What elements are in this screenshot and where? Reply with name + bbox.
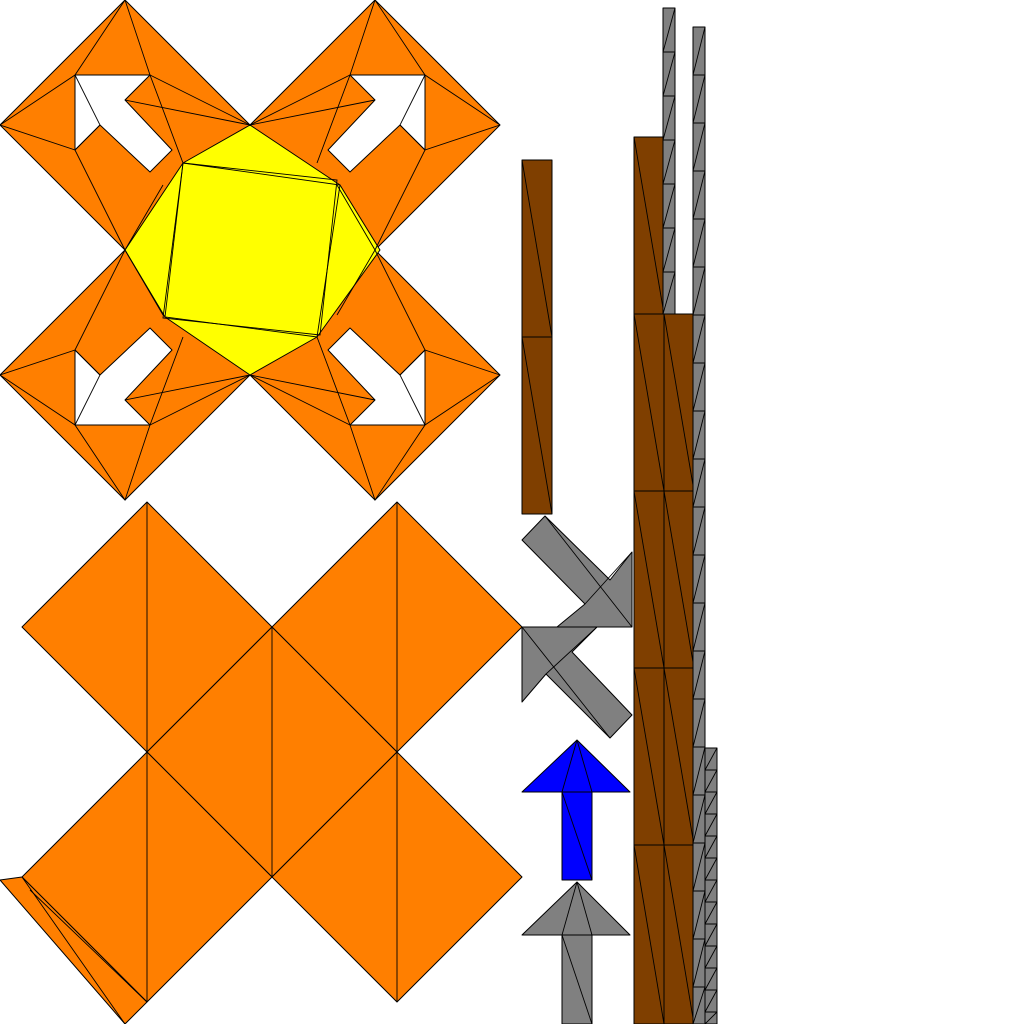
strip-diagonal xyxy=(704,945,718,969)
strip-diagonal xyxy=(704,901,718,925)
strip-diagonal xyxy=(704,769,718,793)
blank-x-panel xyxy=(0,501,523,1024)
strip-diagonal xyxy=(704,879,718,903)
blank-mesh-edges xyxy=(21,502,398,1024)
strip-diagonal xyxy=(692,554,706,604)
chevron-lower xyxy=(521,626,633,739)
strip-diagonal xyxy=(662,95,676,141)
strip-diagonal xyxy=(662,227,676,273)
strip-diagonal xyxy=(692,218,706,268)
strip-diagonal xyxy=(662,7,676,53)
strip-diagonal xyxy=(692,26,706,76)
chevron-upper xyxy=(521,515,633,628)
strip-diagonal xyxy=(704,1011,718,1024)
blue-arrow-head xyxy=(521,739,631,793)
strip-diagonal xyxy=(704,791,718,815)
brown-post-right xyxy=(663,313,695,1024)
strip-diagonal xyxy=(662,51,676,97)
gray-strip-b xyxy=(692,26,706,1024)
strip-diagonal xyxy=(692,458,706,508)
strip-diagonal xyxy=(704,747,718,771)
double-chevron-icon xyxy=(521,515,633,739)
strip-diagonal xyxy=(692,794,706,844)
gray-arrow-head xyxy=(521,881,631,936)
strip-diagonal xyxy=(692,314,706,364)
strip-diagonal xyxy=(692,74,706,124)
strip-diagonal xyxy=(704,813,718,837)
strip-diagonal xyxy=(692,602,706,652)
strip-diagonal xyxy=(692,746,706,796)
strip-diagonal xyxy=(692,698,706,748)
brown-post-left xyxy=(633,136,665,1024)
gray-arrow-up-icon xyxy=(521,881,631,1024)
strip-diagonal xyxy=(692,410,706,460)
strip-diagonal xyxy=(662,183,676,229)
strip-diagonal xyxy=(692,170,706,220)
strip-diagonal xyxy=(692,986,706,1024)
strip-diagonal xyxy=(662,139,676,185)
short-brown-plank xyxy=(521,159,553,515)
strip-diagonal xyxy=(692,650,706,700)
strip-diagonal xyxy=(692,842,706,892)
strip-diagonal xyxy=(704,923,718,947)
strip-diagonal xyxy=(692,938,706,988)
gray-strip-c xyxy=(704,747,718,1024)
strip-diagonal xyxy=(692,122,706,172)
strip-diagonal xyxy=(704,835,718,859)
compass-mesh-edges xyxy=(0,0,501,502)
gray-strip-a xyxy=(662,7,676,315)
strip-diagonal xyxy=(662,271,676,315)
strip-diagonal xyxy=(692,890,706,940)
strip-diagonal xyxy=(692,362,706,412)
strip-diagonal xyxy=(704,989,718,1013)
strip-diagonal xyxy=(692,506,706,556)
arrow-up-icon xyxy=(521,739,631,881)
strip-diagonal xyxy=(704,967,718,991)
strip-diagonal xyxy=(692,266,706,316)
strip-diagonal xyxy=(704,857,718,881)
compass-x-panel xyxy=(0,0,501,502)
